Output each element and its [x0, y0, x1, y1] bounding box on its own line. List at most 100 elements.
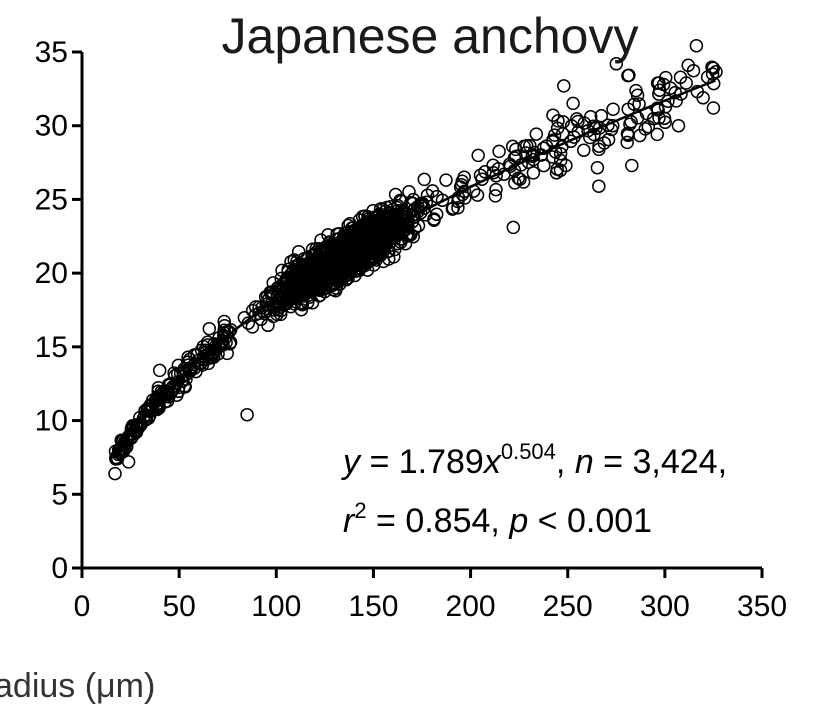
data-point [516, 175, 531, 189]
data-point [314, 233, 328, 247]
data-point [304, 258, 318, 272]
data-point [128, 423, 142, 437]
data-point [327, 270, 341, 284]
data-point [470, 188, 485, 202]
chart-title: Japanese anchovy [222, 8, 639, 64]
data-point [492, 144, 506, 159]
data-point [517, 139, 531, 154]
y-axis-ticks: 0 5 10 15 20 25 30 35 [35, 36, 82, 585]
data-point [305, 280, 320, 294]
data-point [609, 57, 624, 71]
data-point [218, 331, 232, 346]
data-point [402, 185, 416, 199]
data-point [446, 201, 460, 215]
data-point [478, 165, 492, 179]
data-point [245, 320, 260, 334]
data-point [184, 363, 198, 377]
x-tick-label: 100 [251, 590, 301, 623]
data-point [152, 363, 167, 378]
data-point [202, 321, 217, 336]
y-tick-label: 0 [51, 552, 68, 585]
data-point [189, 364, 203, 379]
x-tick-label: 50 [162, 590, 195, 623]
data-point [486, 158, 500, 173]
data-point [308, 276, 322, 290]
data-point [509, 149, 523, 164]
data-point [382, 212, 396, 226]
data-point [326, 282, 340, 297]
data-point [411, 218, 426, 233]
data-point [679, 76, 693, 90]
data-point [394, 204, 408, 218]
data-point [570, 112, 584, 126]
data-point [551, 114, 565, 128]
data-point [259, 301, 274, 316]
data-point [457, 170, 471, 184]
data-point [652, 87, 666, 101]
data-point [369, 253, 383, 267]
data-point [183, 362, 197, 376]
equation-line-2: r2 = 0.854, p < 0.001 [343, 498, 652, 540]
data-point [458, 191, 472, 205]
data-point [566, 96, 580, 111]
eq-exponent: 0.504 [501, 439, 556, 464]
data-point [625, 158, 639, 173]
data-point [310, 267, 325, 281]
eq-p-symbol: p [508, 502, 528, 540]
data-point [291, 244, 306, 259]
data-point [198, 345, 213, 360]
data-point [471, 148, 485, 163]
data-point [587, 127, 601, 142]
data-point [606, 102, 620, 116]
eq-p-value: < 0.001 [528, 502, 652, 540]
data-point [623, 117, 637, 131]
data-point [674, 87, 688, 101]
data-point [556, 115, 570, 129]
data-point [629, 83, 643, 98]
data-point [518, 146, 533, 160]
data-point [200, 335, 215, 349]
data-point [364, 215, 378, 230]
data-point [671, 118, 686, 133]
data-point [439, 173, 453, 187]
data-point [689, 38, 704, 53]
data-point [706, 101, 721, 115]
data-point [120, 431, 134, 446]
data-point [172, 380, 186, 395]
y-tick-label: 25 [35, 183, 68, 216]
data-point [620, 135, 634, 150]
data-point [163, 376, 178, 391]
data-point [696, 91, 710, 105]
eq-r-exponent: 2 [354, 498, 366, 523]
eq-y-symbol: y [341, 443, 362, 481]
data-point [564, 134, 578, 149]
data-point [583, 110, 598, 124]
data-point [367, 251, 382, 266]
data-point [154, 387, 169, 402]
y-tick-label: 35 [35, 36, 68, 69]
data-point [300, 295, 315, 310]
y-tick-label: 10 [35, 405, 68, 438]
y-tick-label: 20 [35, 257, 68, 290]
x-tick-label: 350 [737, 590, 787, 623]
data-point [281, 262, 295, 277]
data-point [417, 172, 432, 187]
equation-line-1: y = 1.789x0.504, n = 3,424, [341, 439, 727, 481]
eq-separator: , [556, 443, 575, 481]
data-point [341, 218, 355, 233]
x-tick-label: 150 [348, 590, 398, 623]
x-tick-label: 300 [640, 590, 690, 623]
data-point [646, 111, 661, 126]
data-point [427, 212, 441, 226]
fit-curve [115, 79, 716, 456]
data-point [406, 196, 420, 211]
data-point [557, 79, 571, 93]
data-point [182, 352, 197, 367]
data-point [141, 402, 156, 417]
data-point [217, 318, 232, 333]
data-point [266, 309, 281, 324]
x-tick-label: 0 [74, 590, 91, 623]
data-point [121, 455, 136, 469]
data-point [240, 407, 254, 422]
